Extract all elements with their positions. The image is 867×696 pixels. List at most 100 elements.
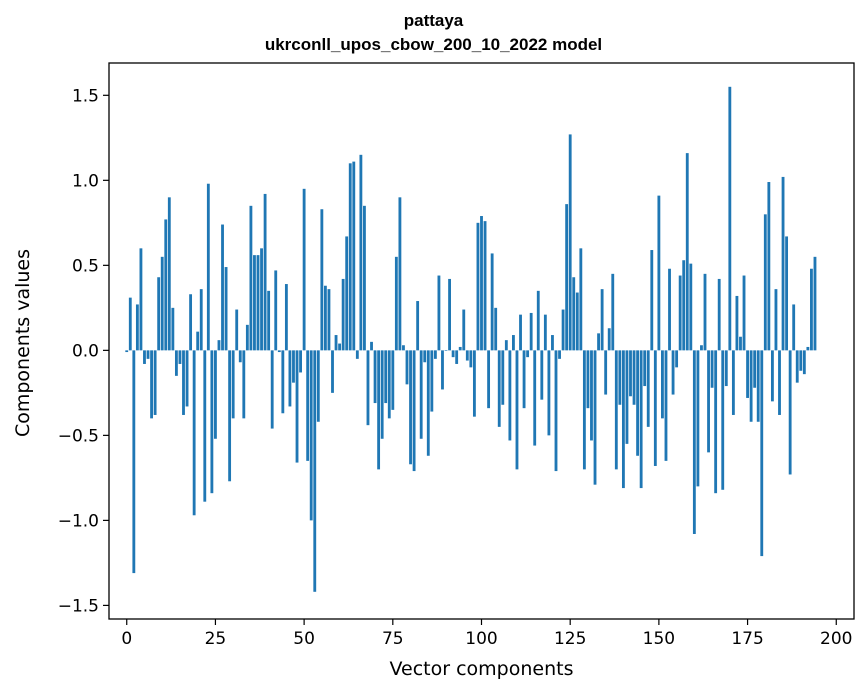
bar bbox=[763, 214, 767, 351]
bar bbox=[739, 336, 742, 351]
bar bbox=[394, 256, 398, 351]
x-tick-label: 200 bbox=[820, 629, 852, 649]
bar bbox=[146, 350, 150, 359]
bar bbox=[132, 350, 136, 574]
bar bbox=[692, 350, 696, 534]
x-axis: 0 25 50 75 100 125 150 175 200 bbox=[121, 619, 852, 649]
bar bbox=[253, 255, 256, 351]
bar bbox=[724, 350, 728, 387]
bar bbox=[249, 205, 253, 351]
bar bbox=[781, 176, 785, 351]
bar bbox=[533, 350, 537, 446]
bar bbox=[746, 350, 749, 398]
bar bbox=[267, 290, 271, 351]
bar bbox=[618, 350, 622, 405]
bar bbox=[487, 350, 491, 409]
bar bbox=[582, 350, 586, 470]
bar bbox=[444, 350, 448, 351]
bar bbox=[323, 285, 327, 351]
bar bbox=[423, 350, 427, 363]
bar bbox=[274, 270, 278, 351]
bar bbox=[760, 350, 764, 557]
bar bbox=[292, 350, 295, 383]
bar bbox=[717, 278, 721, 351]
bar bbox=[494, 307, 498, 351]
bar bbox=[512, 335, 515, 351]
bar bbox=[384, 350, 388, 404]
bar bbox=[590, 350, 593, 441]
bar bbox=[543, 314, 547, 351]
bar bbox=[551, 335, 554, 351]
bar bbox=[380, 350, 384, 439]
bar bbox=[387, 350, 391, 419]
bar bbox=[214, 350, 217, 439]
bar bbox=[363, 205, 366, 351]
bar bbox=[792, 304, 796, 351]
bar bbox=[206, 183, 210, 351]
bar bbox=[522, 350, 526, 409]
bar bbox=[327, 289, 331, 351]
bar bbox=[519, 314, 522, 351]
x-tick-label: 75 bbox=[382, 629, 404, 649]
bar bbox=[377, 350, 381, 470]
bar bbox=[182, 350, 185, 415]
bar bbox=[636, 350, 640, 456]
bar bbox=[309, 350, 313, 521]
bar bbox=[174, 350, 178, 376]
bar bbox=[419, 350, 423, 439]
bar bbox=[359, 154, 363, 351]
bar bbox=[756, 350, 760, 422]
bar bbox=[483, 221, 487, 351]
x-axis-label: Vector components bbox=[389, 658, 574, 680]
bar bbox=[554, 350, 558, 472]
bar bbox=[671, 350, 675, 395]
bar bbox=[735, 295, 739, 351]
bar bbox=[728, 86, 732, 351]
bar bbox=[302, 188, 306, 351]
bar bbox=[256, 255, 260, 351]
bar bbox=[469, 350, 473, 368]
bar bbox=[558, 350, 561, 359]
bar bbox=[270, 350, 274, 429]
bar bbox=[199, 289, 203, 351]
bar bbox=[795, 350, 799, 383]
bar bbox=[621, 350, 625, 489]
x-tick-label: 150 bbox=[643, 629, 675, 649]
bar bbox=[448, 278, 451, 351]
y-tick-label: −1.5 bbox=[58, 596, 99, 616]
y-tick-label: −0.5 bbox=[58, 426, 99, 446]
bar bbox=[575, 292, 579, 351]
bar bbox=[540, 350, 544, 400]
bar bbox=[284, 284, 288, 351]
bar bbox=[416, 301, 420, 351]
bar bbox=[373, 350, 377, 404]
bar bbox=[586, 350, 590, 409]
y-axis: −1.5 −1.0 −0.5 0.0 0.5 1.0 1.5 bbox=[58, 86, 109, 616]
bar bbox=[462, 309, 466, 351]
bar bbox=[430, 350, 434, 412]
bar bbox=[135, 304, 139, 351]
bar bbox=[593, 350, 597, 485]
bar bbox=[189, 294, 193, 351]
bar bbox=[451, 350, 455, 358]
bar bbox=[767, 182, 771, 351]
bar bbox=[682, 260, 686, 351]
bar bbox=[490, 253, 494, 351]
bar bbox=[345, 236, 349, 351]
bar bbox=[217, 340, 221, 351]
bar bbox=[632, 350, 636, 405]
bar bbox=[568, 134, 572, 351]
bar bbox=[192, 350, 196, 516]
bar bbox=[320, 209, 324, 351]
bar bbox=[703, 273, 707, 351]
chart-title: pattaya bbox=[403, 11, 464, 30]
bar bbox=[770, 350, 774, 402]
bar bbox=[700, 345, 703, 351]
bar bbox=[334, 335, 338, 351]
bar bbox=[153, 350, 157, 415]
bar bbox=[600, 289, 604, 351]
bar bbox=[128, 297, 132, 351]
bar bbox=[433, 350, 437, 359]
bar bbox=[231, 350, 235, 419]
